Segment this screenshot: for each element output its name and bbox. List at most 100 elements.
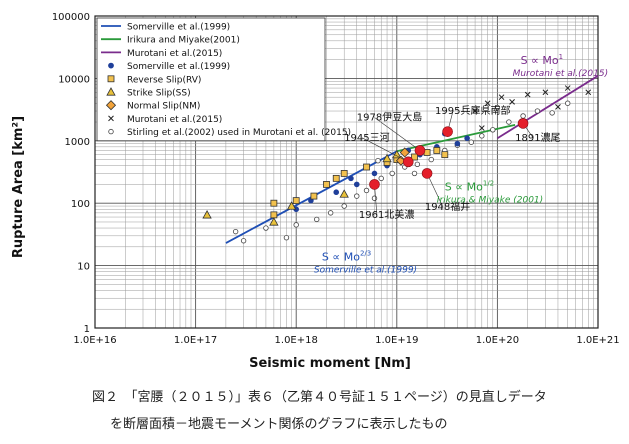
legend-label: Murotani et al.(2015) bbox=[127, 49, 222, 59]
x-axis-label: Seismic moment [Nm] bbox=[249, 356, 411, 371]
legend-label: Strike Slip(SS) bbox=[127, 89, 191, 99]
event-label: 1945三河 bbox=[344, 132, 389, 144]
reverse-slip-point bbox=[433, 147, 441, 154]
murotani-point bbox=[524, 91, 531, 98]
stirling-point bbox=[371, 195, 378, 201]
stirling-point bbox=[389, 170, 395, 177]
event-marker bbox=[421, 168, 433, 179]
stirling-point bbox=[549, 110, 555, 116]
murotani-point bbox=[472, 108, 478, 114]
legend-label: Somerville et al.(1999) bbox=[127, 23, 230, 33]
legend-label: Normal Slip(NM) bbox=[127, 102, 200, 112]
murotani-point bbox=[498, 94, 505, 101]
murotani-point bbox=[478, 125, 485, 131]
strike-slip-point bbox=[202, 210, 212, 219]
stirling-point bbox=[363, 187, 370, 194]
stirling-point bbox=[534, 108, 541, 114]
stirling-point bbox=[293, 222, 299, 228]
somerville-point bbox=[464, 135, 470, 142]
stirling-point bbox=[240, 238, 247, 244]
event-leader-line bbox=[374, 117, 421, 151]
strike-slip-point bbox=[286, 201, 297, 210]
normal-slip-point bbox=[399, 147, 410, 158]
event-leader-line bbox=[426, 173, 444, 208]
stirling-point bbox=[494, 104, 501, 111]
murotani-point bbox=[555, 103, 561, 110]
axes bbox=[94, 15, 599, 329]
legend-dot-swatch bbox=[108, 62, 114, 69]
legend-label: Stirling et al.(2002) used in Murotani e… bbox=[127, 128, 351, 138]
strike-slip-point bbox=[269, 217, 279, 226]
reverse-slip-point bbox=[270, 199, 278, 207]
stirling-point bbox=[341, 203, 347, 209]
x-tick-label: 1.0E+21 bbox=[576, 335, 619, 346]
stirling-point bbox=[327, 210, 334, 216]
y-tick-label: 1 bbox=[84, 324, 90, 335]
y-tick-label: 10 bbox=[77, 262, 90, 273]
reverse-slip-point bbox=[270, 211, 278, 219]
formula-source: Irikura & Miyake (2001) bbox=[437, 195, 543, 205]
y-tick-label: 100 bbox=[71, 199, 90, 210]
stirling-point bbox=[479, 133, 485, 139]
reverse-slip-point bbox=[332, 174, 340, 182]
formula-label: S ∝ Mo2/3 bbox=[322, 250, 371, 264]
reverse-slip-point bbox=[310, 192, 318, 200]
event-marker bbox=[414, 145, 426, 156]
legend-label: Somerville et al.(1999) bbox=[127, 62, 230, 72]
legend-label: Irikura and Miyake(2001) bbox=[127, 36, 240, 46]
stirling-point bbox=[506, 119, 512, 125]
x-tick-label: 1.0E+19 bbox=[375, 335, 418, 346]
event-marker bbox=[402, 156, 414, 168]
murotani-point bbox=[484, 100, 491, 107]
x-tick-label: 1.0E+17 bbox=[174, 335, 217, 346]
murotani-point bbox=[564, 85, 571, 91]
event-marker bbox=[517, 118, 529, 129]
formula-source: Somerville et al.(1999) bbox=[314, 266, 417, 276]
legend-cross-swatch bbox=[108, 115, 114, 122]
y-tick-label: 1000 bbox=[65, 137, 90, 148]
stirling-point bbox=[414, 161, 421, 168]
stirling-point bbox=[354, 193, 360, 199]
event-label: 1948福井 bbox=[425, 200, 470, 213]
stirling-point bbox=[378, 175, 384, 182]
y-tick-label: 10000 bbox=[58, 74, 90, 85]
stirling-point bbox=[520, 113, 526, 119]
figure-caption-line-2: を断層面積－地震モーメント関係のグラフに表示したもの bbox=[110, 417, 448, 432]
reverse-slip-point bbox=[323, 181, 330, 188]
x-tick-label: 1.0E+16 bbox=[73, 335, 116, 346]
legend-circle-swatch bbox=[108, 128, 114, 135]
stirling-point bbox=[490, 127, 496, 133]
formula-source: Murotani et al.(2015) bbox=[513, 69, 609, 79]
rupture-area-chart: 1.0E+16 1.0E+17 1.0E+18 1.0E+19 1.0E+20 1.0E+… bbox=[11, 12, 620, 371]
somerville-point bbox=[348, 175, 354, 182]
event-leader-line bbox=[362, 137, 409, 163]
stirling-point bbox=[468, 139, 474, 145]
reverse-slip-point bbox=[292, 197, 300, 205]
event-label: 1961北美濃 bbox=[359, 208, 414, 221]
trend-line bbox=[496, 75, 599, 139]
somerville-point bbox=[371, 170, 378, 177]
legend: Somerville et al.(1999) Irikura and Miyak… bbox=[96, 17, 351, 142]
strike-slip-point bbox=[382, 153, 392, 163]
stirling-point bbox=[232, 228, 239, 235]
y-axis-label: Rupture Area [km²] bbox=[11, 116, 26, 258]
formula-label: S ∝ Mo1/2 bbox=[445, 179, 494, 193]
reverse-slip-point bbox=[363, 163, 370, 171]
murotani-point bbox=[542, 89, 549, 96]
strike-slip-point bbox=[339, 189, 349, 198]
stirling-point bbox=[314, 216, 320, 223]
formula-label: S ∝ Mo1 bbox=[521, 53, 564, 67]
strike-slip-point bbox=[392, 149, 402, 159]
stirling-point bbox=[283, 234, 290, 241]
figure-caption-line-1: 図２ 「宮腰（２０１５）」表６（乙第４０号証１５１ページ）の見直しデータ bbox=[92, 390, 547, 405]
event-label: 1891濃尾 bbox=[515, 131, 560, 144]
reverse-slip-point bbox=[441, 151, 449, 159]
event-marker bbox=[369, 179, 380, 190]
y-tick-label: 100000 bbox=[52, 12, 90, 23]
legend-diamond-swatch bbox=[105, 100, 117, 111]
highlighted-events: 1961北美濃 1948福井 1945三河 1978伊豆大島 1995兵庫県南部 1891… bbox=[344, 104, 560, 221]
somerville-point bbox=[353, 181, 360, 188]
stirling-point bbox=[263, 225, 269, 231]
legend-label: Murotani et al.(2015) bbox=[127, 115, 222, 125]
event-marker bbox=[442, 126, 453, 137]
